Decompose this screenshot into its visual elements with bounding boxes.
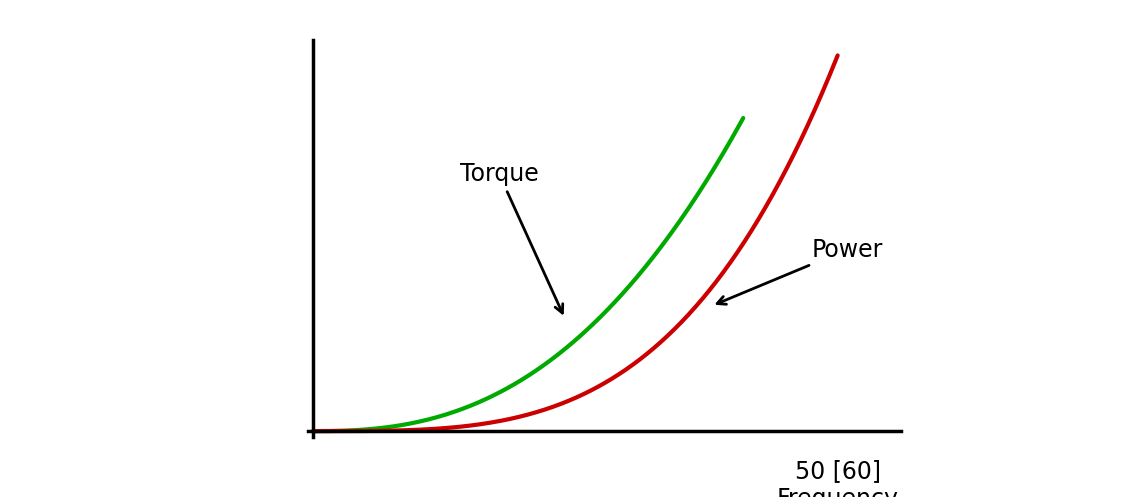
Text: Torque: Torque (459, 163, 563, 313)
Text: Frequency: Frequency (776, 488, 898, 497)
Text: 50 [60]: 50 [60] (795, 459, 880, 483)
Text: Power: Power (717, 238, 882, 304)
